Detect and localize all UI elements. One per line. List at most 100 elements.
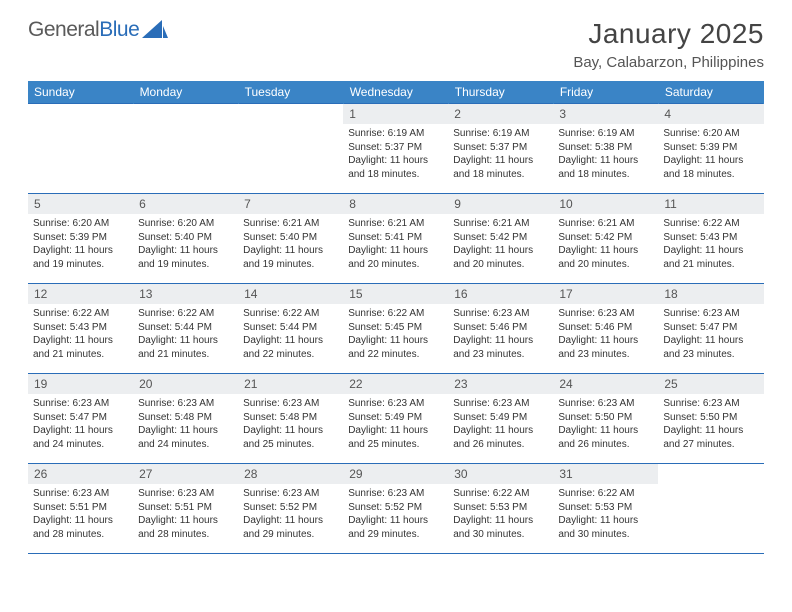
calendar-cell: 5Sunrise: 6:20 AMSunset: 5:39 PMDaylight… xyxy=(28,194,133,284)
calendar-cell: 15Sunrise: 6:22 AMSunset: 5:45 PMDayligh… xyxy=(343,284,448,374)
calendar-cell: 13Sunrise: 6:22 AMSunset: 5:44 PMDayligh… xyxy=(133,284,238,374)
calendar-cell: 8Sunrise: 6:21 AMSunset: 5:41 PMDaylight… xyxy=(343,194,448,284)
day-body: Sunrise: 6:21 AMSunset: 5:40 PMDaylight:… xyxy=(238,214,343,275)
weekday-header: Monday xyxy=(133,81,238,104)
calendar-cell: 26Sunrise: 6:23 AMSunset: 5:51 PMDayligh… xyxy=(28,464,133,554)
calendar-cell: 30Sunrise: 6:22 AMSunset: 5:53 PMDayligh… xyxy=(448,464,553,554)
calendar-cell: 17Sunrise: 6:23 AMSunset: 5:46 PMDayligh… xyxy=(553,284,658,374)
day-body: Sunrise: 6:23 AMSunset: 5:50 PMDaylight:… xyxy=(658,394,763,455)
day-number: 14 xyxy=(238,284,343,304)
calendar-cell: 12Sunrise: 6:22 AMSunset: 5:43 PMDayligh… xyxy=(28,284,133,374)
calendar-cell: 29Sunrise: 6:23 AMSunset: 5:52 PMDayligh… xyxy=(343,464,448,554)
day-body: Sunrise: 6:21 AMSunset: 5:42 PMDaylight:… xyxy=(448,214,553,275)
day-body: Sunrise: 6:22 AMSunset: 5:45 PMDaylight:… xyxy=(343,304,448,365)
calendar-row: 19Sunrise: 6:23 AMSunset: 5:47 PMDayligh… xyxy=(28,374,764,464)
day-body: Sunrise: 6:19 AMSunset: 5:37 PMDaylight:… xyxy=(343,124,448,185)
day-body: Sunrise: 6:20 AMSunset: 5:40 PMDaylight:… xyxy=(133,214,238,275)
calendar-body: 1Sunrise: 6:19 AMSunset: 5:37 PMDaylight… xyxy=(28,104,764,554)
weekday-header: Wednesday xyxy=(343,81,448,104)
day-body: Sunrise: 6:23 AMSunset: 5:49 PMDaylight:… xyxy=(448,394,553,455)
day-number: 21 xyxy=(238,374,343,394)
calendar-row: 12Sunrise: 6:22 AMSunset: 5:43 PMDayligh… xyxy=(28,284,764,374)
day-number: 20 xyxy=(133,374,238,394)
weekday-header: Friday xyxy=(553,81,658,104)
day-body: Sunrise: 6:23 AMSunset: 5:46 PMDaylight:… xyxy=(553,304,658,365)
day-number: 29 xyxy=(343,464,448,484)
calendar-cell xyxy=(133,104,238,194)
day-body: Sunrise: 6:23 AMSunset: 5:46 PMDaylight:… xyxy=(448,304,553,365)
day-number: 3 xyxy=(553,104,658,124)
day-number: 23 xyxy=(448,374,553,394)
brand-logo: GeneralBlue xyxy=(28,18,168,42)
day-body: Sunrise: 6:22 AMSunset: 5:44 PMDaylight:… xyxy=(133,304,238,365)
day-number-empty xyxy=(28,104,133,124)
day-body: Sunrise: 6:23 AMSunset: 5:52 PMDaylight:… xyxy=(343,484,448,545)
day-number: 4 xyxy=(658,104,763,124)
day-number: 24 xyxy=(553,374,658,394)
calendar-cell: 19Sunrise: 6:23 AMSunset: 5:47 PMDayligh… xyxy=(28,374,133,464)
day-body: Sunrise: 6:23 AMSunset: 5:49 PMDaylight:… xyxy=(343,394,448,455)
day-number: 1 xyxy=(343,104,448,124)
day-number: 22 xyxy=(343,374,448,394)
day-number: 27 xyxy=(133,464,238,484)
day-number: 17 xyxy=(553,284,658,304)
location: Bay, Calabarzon, Philippines xyxy=(573,54,764,71)
day-body: Sunrise: 6:23 AMSunset: 5:50 PMDaylight:… xyxy=(553,394,658,455)
day-number: 7 xyxy=(238,194,343,214)
day-number: 6 xyxy=(133,194,238,214)
day-body: Sunrise: 6:22 AMSunset: 5:44 PMDaylight:… xyxy=(238,304,343,365)
weekday-header: Tuesday xyxy=(238,81,343,104)
day-number: 5 xyxy=(28,194,133,214)
calendar-cell: 10Sunrise: 6:21 AMSunset: 5:42 PMDayligh… xyxy=(553,194,658,284)
calendar-cell: 3Sunrise: 6:19 AMSunset: 5:38 PMDaylight… xyxy=(553,104,658,194)
calendar-cell: 31Sunrise: 6:22 AMSunset: 5:53 PMDayligh… xyxy=(553,464,658,554)
weekday-header: Saturday xyxy=(658,81,763,104)
day-body: Sunrise: 6:19 AMSunset: 5:37 PMDaylight:… xyxy=(448,124,553,185)
day-body: Sunrise: 6:21 AMSunset: 5:42 PMDaylight:… xyxy=(553,214,658,275)
day-number-empty xyxy=(238,104,343,124)
calendar-cell: 7Sunrise: 6:21 AMSunset: 5:40 PMDaylight… xyxy=(238,194,343,284)
day-body: Sunrise: 6:23 AMSunset: 5:51 PMDaylight:… xyxy=(133,484,238,545)
calendar-table: SundayMondayTuesdayWednesdayThursdayFrid… xyxy=(28,81,764,554)
day-body: Sunrise: 6:19 AMSunset: 5:38 PMDaylight:… xyxy=(553,124,658,185)
day-number: 30 xyxy=(448,464,553,484)
calendar-cell: 25Sunrise: 6:23 AMSunset: 5:50 PMDayligh… xyxy=(658,374,763,464)
day-body: Sunrise: 6:23 AMSunset: 5:48 PMDaylight:… xyxy=(133,394,238,455)
day-number-empty xyxy=(658,464,763,484)
calendar-row: 26Sunrise: 6:23 AMSunset: 5:51 PMDayligh… xyxy=(28,464,764,554)
day-number: 28 xyxy=(238,464,343,484)
day-body: Sunrise: 6:21 AMSunset: 5:41 PMDaylight:… xyxy=(343,214,448,275)
day-number: 15 xyxy=(343,284,448,304)
day-number: 25 xyxy=(658,374,763,394)
day-body: Sunrise: 6:23 AMSunset: 5:52 PMDaylight:… xyxy=(238,484,343,545)
calendar-cell: 1Sunrise: 6:19 AMSunset: 5:37 PMDaylight… xyxy=(343,104,448,194)
day-number: 26 xyxy=(28,464,133,484)
day-number: 13 xyxy=(133,284,238,304)
day-body: Sunrise: 6:23 AMSunset: 5:51 PMDaylight:… xyxy=(28,484,133,545)
day-number: 10 xyxy=(553,194,658,214)
calendar-cell: 9Sunrise: 6:21 AMSunset: 5:42 PMDaylight… xyxy=(448,194,553,284)
day-number: 8 xyxy=(343,194,448,214)
day-body: Sunrise: 6:22 AMSunset: 5:43 PMDaylight:… xyxy=(28,304,133,365)
calendar-cell xyxy=(238,104,343,194)
weekday-header: Sunday xyxy=(28,81,133,104)
calendar-cell: 23Sunrise: 6:23 AMSunset: 5:49 PMDayligh… xyxy=(448,374,553,464)
calendar-cell xyxy=(658,464,763,554)
day-body: Sunrise: 6:22 AMSunset: 5:43 PMDaylight:… xyxy=(658,214,763,275)
calendar-cell: 4Sunrise: 6:20 AMSunset: 5:39 PMDaylight… xyxy=(658,104,763,194)
day-number: 16 xyxy=(448,284,553,304)
day-number-empty xyxy=(133,104,238,124)
day-body: Sunrise: 6:23 AMSunset: 5:47 PMDaylight:… xyxy=(658,304,763,365)
calendar-cell: 18Sunrise: 6:23 AMSunset: 5:47 PMDayligh… xyxy=(658,284,763,374)
day-body: Sunrise: 6:22 AMSunset: 5:53 PMDaylight:… xyxy=(448,484,553,545)
calendar-cell: 20Sunrise: 6:23 AMSunset: 5:48 PMDayligh… xyxy=(133,374,238,464)
calendar-cell: 24Sunrise: 6:23 AMSunset: 5:50 PMDayligh… xyxy=(553,374,658,464)
header: GeneralBlue January 2025 Bay, Calabarzon… xyxy=(28,18,764,71)
day-body: Sunrise: 6:20 AMSunset: 5:39 PMDaylight:… xyxy=(658,124,763,185)
brand-sail-icon xyxy=(142,20,168,40)
day-body: Sunrise: 6:22 AMSunset: 5:53 PMDaylight:… xyxy=(553,484,658,545)
brand-part1: General xyxy=(28,18,99,42)
weekday-header: Thursday xyxy=(448,81,553,104)
day-number: 31 xyxy=(553,464,658,484)
calendar-cell: 6Sunrise: 6:20 AMSunset: 5:40 PMDaylight… xyxy=(133,194,238,284)
